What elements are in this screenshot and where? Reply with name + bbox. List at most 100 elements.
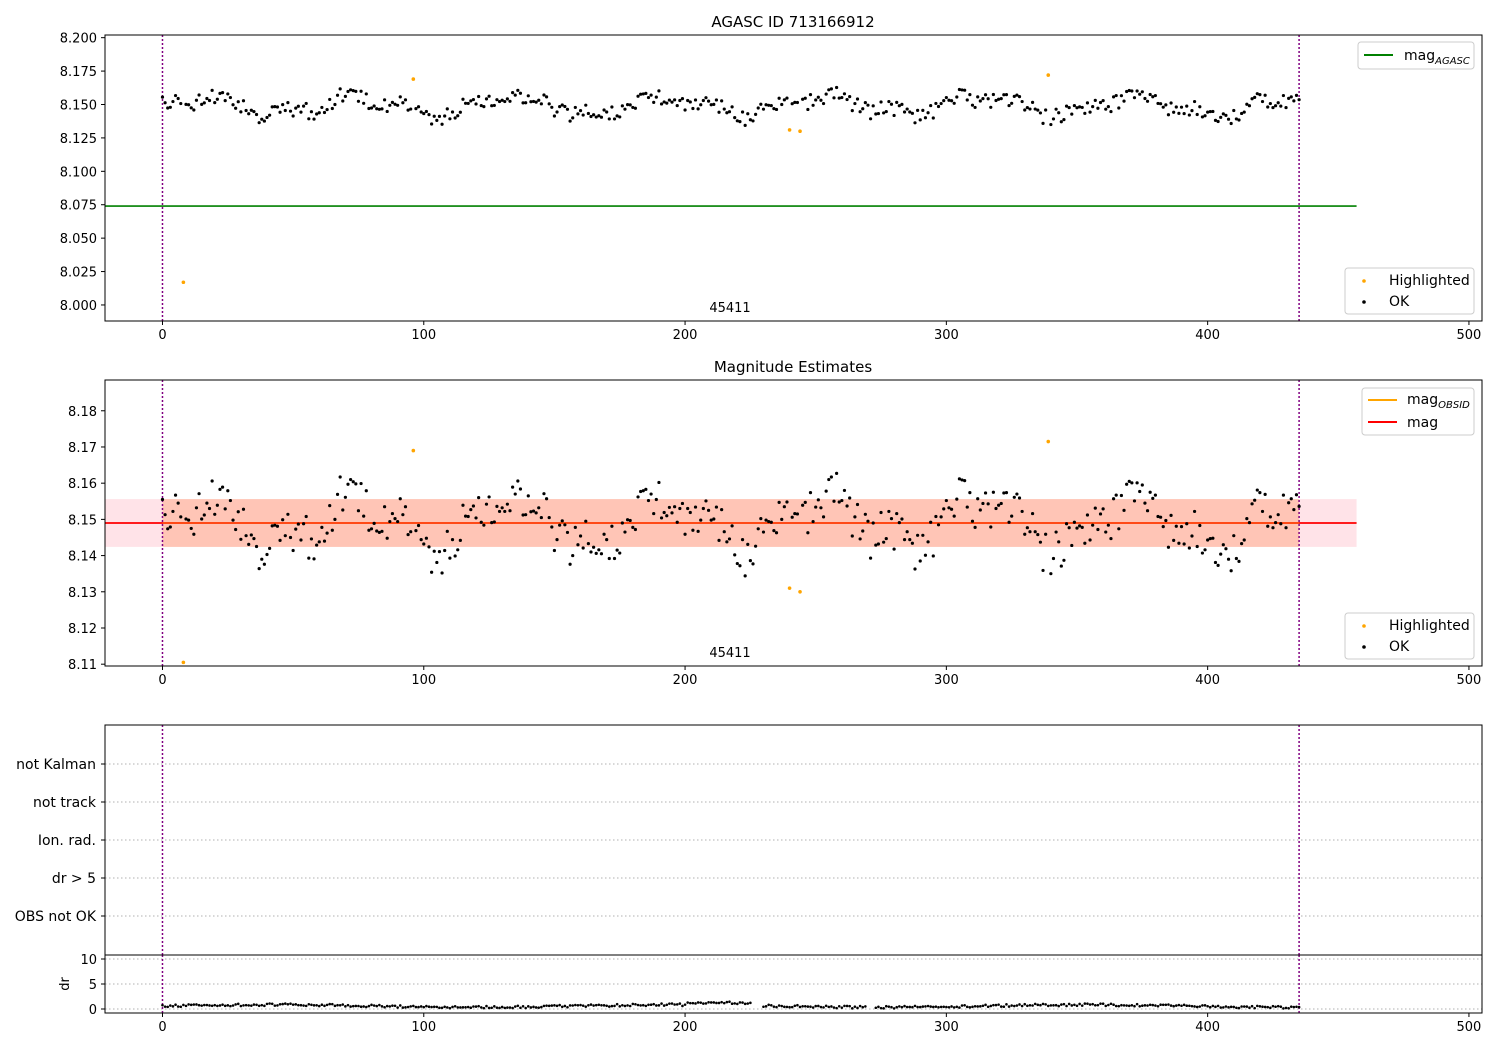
ok-point	[430, 570, 434, 574]
dr-point	[960, 1004, 964, 1007]
ok-point	[1096, 527, 1100, 532]
dr-point	[161, 1003, 164, 1007]
dr-point	[618, 1005, 622, 1008]
ok-point	[1164, 103, 1168, 107]
ok-point	[223, 99, 227, 103]
ok-point	[717, 110, 721, 114]
ok-point	[236, 100, 240, 104]
ok-point	[516, 479, 520, 483]
dr-point	[691, 1001, 695, 1005]
ok-point	[801, 97, 805, 101]
ok-point	[550, 525, 554, 529]
y-tick-label: 8.14	[68, 550, 97, 565]
ok-point	[678, 506, 682, 511]
ok-point	[388, 519, 392, 524]
dr-point	[840, 1006, 844, 1009]
ok-point	[544, 95, 549, 99]
ok-point	[929, 103, 933, 108]
dr-point	[1232, 1005, 1236, 1009]
ok-point	[573, 105, 577, 110]
x-tick-label: 200	[673, 673, 698, 688]
dr-point	[1065, 1004, 1068, 1008]
dr-point	[362, 1005, 365, 1008]
estimates-line-legend[interactable]: magOBSID mag	[1361, 387, 1475, 436]
x-tick-label: 0	[158, 673, 166, 688]
ok-point	[257, 567, 261, 571]
dr-point	[229, 1004, 232, 1008]
ok-point	[628, 103, 632, 107]
ok-point	[1153, 93, 1157, 98]
ok-point	[291, 114, 295, 118]
ok-point	[228, 498, 233, 503]
ok-point	[1044, 532, 1048, 536]
ok-point	[848, 496, 852, 500]
dr-point	[817, 1004, 820, 1008]
ok-point	[173, 93, 178, 98]
ok-point	[882, 540, 886, 544]
dr-point	[675, 1003, 679, 1006]
ok-point	[377, 530, 381, 535]
ok-point	[712, 517, 716, 521]
ok-point	[228, 95, 233, 100]
ok-point	[291, 548, 295, 553]
ok-point	[884, 536, 888, 541]
estimates-highlighted-legend-marker	[1362, 624, 1366, 628]
ok-point	[309, 537, 314, 541]
ok-point	[550, 105, 554, 109]
ok-point	[973, 105, 977, 110]
ok-point	[312, 117, 316, 121]
ok-point	[683, 108, 687, 112]
ok-point	[479, 520, 483, 524]
dr-point	[683, 1003, 687, 1006]
ok-point	[275, 524, 280, 528]
ok-point	[511, 91, 515, 95]
ok-point	[623, 107, 627, 111]
ok-point	[1206, 110, 1210, 114]
ok-point	[200, 517, 204, 521]
ok-point	[1143, 501, 1147, 505]
dr-point	[456, 1006, 460, 1009]
ok-point	[552, 114, 557, 118]
ok-point	[1119, 493, 1124, 498]
ok-legend-label: OK	[1389, 294, 1410, 310]
ok-point	[989, 105, 993, 109]
ok-point	[905, 530, 909, 534]
agasc-point-legend[interactable]: Highlighted OK	[1344, 267, 1475, 315]
ok-point	[1020, 509, 1024, 514]
ok-point	[584, 103, 588, 107]
ok-point	[1198, 523, 1202, 528]
dr-point	[576, 1003, 580, 1007]
dr-point	[785, 1005, 789, 1009]
dr-point	[976, 1005, 980, 1008]
agasc-line-legend[interactable]: magAGASC	[1357, 41, 1475, 70]
dr-point	[540, 1005, 543, 1009]
dr-point	[1101, 1002, 1105, 1006]
ok-point	[1211, 109, 1215, 114]
dr-point	[1169, 1004, 1173, 1007]
dr-point	[587, 1003, 590, 1007]
ok-point	[406, 532, 410, 537]
ok-point	[1041, 121, 1045, 125]
dr-point	[506, 1006, 509, 1009]
ok-point	[1054, 530, 1058, 534]
agasc-x-axis: 0 100 200 300 400 500	[158, 321, 1481, 343]
estimates-point-legend[interactable]: Highlighted OK	[1344, 612, 1475, 660]
dr-point	[1276, 1004, 1280, 1008]
ok-point	[957, 477, 962, 481]
highlighted-point	[181, 660, 186, 665]
ok-point	[931, 116, 935, 120]
ok-point	[654, 497, 658, 502]
dr-point	[1289, 1005, 1293, 1008]
ok-point	[876, 111, 881, 116]
ok-point	[356, 509, 361, 513]
dr-point	[542, 1004, 546, 1008]
ok-point	[876, 542, 881, 546]
dr-point	[1075, 1004, 1079, 1008]
ok-point	[450, 538, 455, 542]
ok-point	[325, 531, 329, 535]
ok-point	[936, 523, 941, 527]
ok-point	[769, 103, 773, 108]
ok-point	[1004, 490, 1009, 495]
dr-point	[882, 1007, 885, 1010]
dr-point	[1091, 1002, 1094, 1006]
